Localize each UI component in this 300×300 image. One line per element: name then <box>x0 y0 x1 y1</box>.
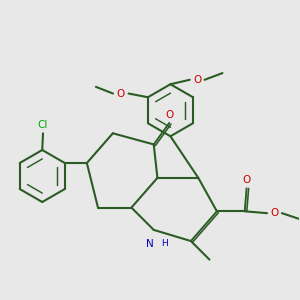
Text: H: H <box>161 239 167 248</box>
Text: Cl: Cl <box>38 120 48 130</box>
Text: O: O <box>270 208 279 218</box>
Text: O: O <box>166 110 174 120</box>
Text: N: N <box>146 239 154 249</box>
Text: O: O <box>116 88 124 98</box>
Text: O: O <box>194 75 202 85</box>
Text: O: O <box>242 175 251 185</box>
